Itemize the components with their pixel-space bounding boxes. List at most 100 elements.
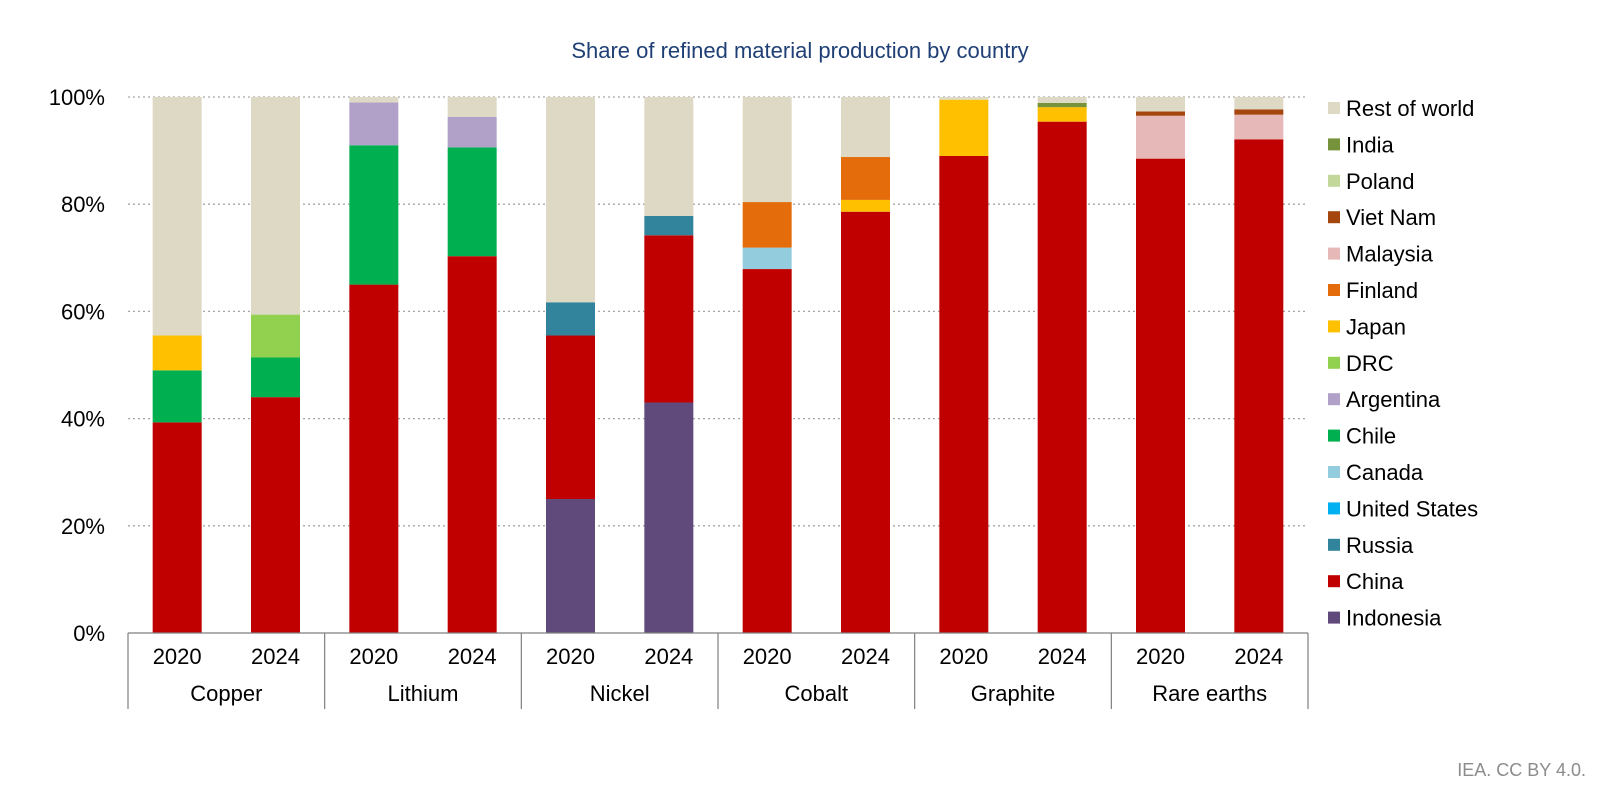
bar-segment-rest-of-world: [152, 97, 202, 336]
legend-label: China: [1346, 569, 1404, 594]
legend-swatch: [1328, 211, 1340, 224]
group-label: Copper: [190, 681, 262, 706]
y-tick-label: 40%: [61, 407, 105, 432]
legend-swatch: [1328, 466, 1340, 478]
group-label: Graphite: [971, 681, 1055, 706]
legend-swatch: [1328, 502, 1340, 515]
bar-segment-drc: [251, 314, 300, 358]
bar-segment-chile: [152, 370, 202, 423]
bar-segment-viet-nam: [1136, 111, 1185, 116]
legend-label: DRC: [1346, 351, 1394, 376]
legend-label: Viet Nam: [1346, 205, 1436, 230]
bar-segment-argentina: [447, 116, 497, 148]
bar-segment-china: [546, 335, 595, 499]
credit-text: IEA. CC BY 4.0.: [1457, 760, 1586, 780]
y-tick-label: 80%: [61, 192, 105, 217]
x-tick-label: 2020: [1136, 644, 1185, 669]
bar-segment-rest-of-world: [1136, 97, 1185, 112]
bar-segment-china: [152, 422, 202, 633]
group-label: Lithium: [388, 681, 459, 706]
bar-segment-japan: [152, 335, 202, 371]
bar-segment-chile: [349, 145, 399, 285]
x-tick-label: 2024: [1234, 644, 1283, 669]
bar-segment-canada: [742, 247, 792, 270]
bar-segment-china: [841, 211, 890, 634]
legend-label: Chile: [1346, 424, 1396, 449]
group-label: Nickel: [590, 681, 650, 706]
bar-segment-china: [742, 269, 792, 633]
legend-swatch: [1328, 320, 1340, 333]
bar-segment-japan: [939, 99, 989, 156]
bar-segment-indonesia: [546, 499, 595, 633]
bar-segment-malaysia: [1234, 114, 1284, 140]
bar-segment-indonesia: [644, 402, 694, 633]
group-label: Cobalt: [785, 681, 849, 706]
x-tick-label: 2020: [743, 644, 792, 669]
legend-swatch: [1328, 393, 1340, 406]
legend-swatch: [1328, 356, 1340, 369]
legend-label: Finland: [1346, 278, 1418, 303]
legend-label: Indonesia: [1346, 606, 1442, 631]
bar-segment-japan: [841, 199, 890, 212]
bar-segment-china: [349, 284, 399, 633]
bar-segment-chile: [447, 147, 497, 257]
bar-segment-rest-of-world: [644, 97, 694, 216]
bar-segment-rest-of-world: [349, 97, 399, 103]
bar-segment-china: [251, 397, 300, 633]
bar-segment-china: [644, 235, 694, 403]
legend-label: India: [1346, 132, 1394, 157]
bar-segment-india: [1037, 102, 1087, 108]
legend-label: Malaysia: [1346, 242, 1434, 267]
legend-swatch: [1328, 611, 1340, 624]
bar-segment-china: [1234, 139, 1284, 633]
legend-label: Poland: [1346, 169, 1415, 194]
x-tick-label: 2020: [153, 644, 202, 669]
x-tick-label: 2020: [939, 644, 988, 669]
x-tick-label: 2020: [546, 644, 595, 669]
bar-segment-rest-of-world: [1037, 97, 1087, 103]
group-label: Rare earths: [1152, 681, 1267, 706]
bar-segment-finland: [841, 157, 890, 200]
legend-label: Russia: [1346, 533, 1414, 558]
legend-swatch: [1328, 284, 1340, 296]
legend-swatch: [1328, 102, 1340, 114]
bar-segment-rest-of-world: [447, 97, 497, 117]
bar-segment-rest-of-world: [841, 97, 890, 158]
bar-segment-argentina: [349, 102, 399, 146]
bar-segment-rest-of-world: [742, 97, 792, 203]
bar-segment-rest-of-world: [939, 97, 989, 100]
bar-segment-rest-of-world: [251, 97, 300, 315]
legend-label: Argentina: [1346, 387, 1441, 412]
x-tick-label: 2024: [1038, 644, 1087, 669]
x-tick-label: 2024: [448, 644, 497, 669]
x-tick-label: 2020: [349, 644, 398, 669]
y-tick-label: 100%: [49, 85, 105, 110]
legend-swatch: [1328, 174, 1340, 187]
bar-segment-japan: [1037, 107, 1087, 122]
x-tick-label: 2024: [251, 644, 300, 669]
legend-swatch: [1328, 538, 1340, 551]
bar-segment-russia: [546, 302, 595, 336]
y-tick-label: 20%: [61, 514, 105, 539]
legend-label: Rest of world: [1346, 96, 1474, 121]
legend-label: Canada: [1346, 460, 1424, 485]
legend-label: United States: [1346, 496, 1478, 521]
bar-segment-rest-of-world: [1234, 97, 1284, 110]
legend-swatch: [1328, 138, 1340, 151]
bar-segment-chile: [251, 357, 300, 398]
legend-swatch: [1328, 575, 1340, 588]
legend-swatch: [1328, 247, 1340, 260]
bar-segment-china: [447, 256, 497, 633]
bar-segment-rest-of-world: [546, 97, 595, 303]
y-tick-label: 60%: [61, 299, 105, 324]
bar-segment-china: [1037, 121, 1087, 633]
bar-segment-malaysia: [1136, 115, 1185, 159]
bar-segment-viet-nam: [1234, 109, 1284, 115]
bar-segment-china: [939, 155, 989, 633]
bar-segment-china: [1136, 158, 1185, 633]
x-tick-label: 2024: [841, 644, 890, 669]
legend-label: Japan: [1346, 314, 1406, 339]
chart-title: Share of refined material production by …: [571, 38, 1029, 63]
y-tick-label: 0%: [73, 621, 105, 646]
